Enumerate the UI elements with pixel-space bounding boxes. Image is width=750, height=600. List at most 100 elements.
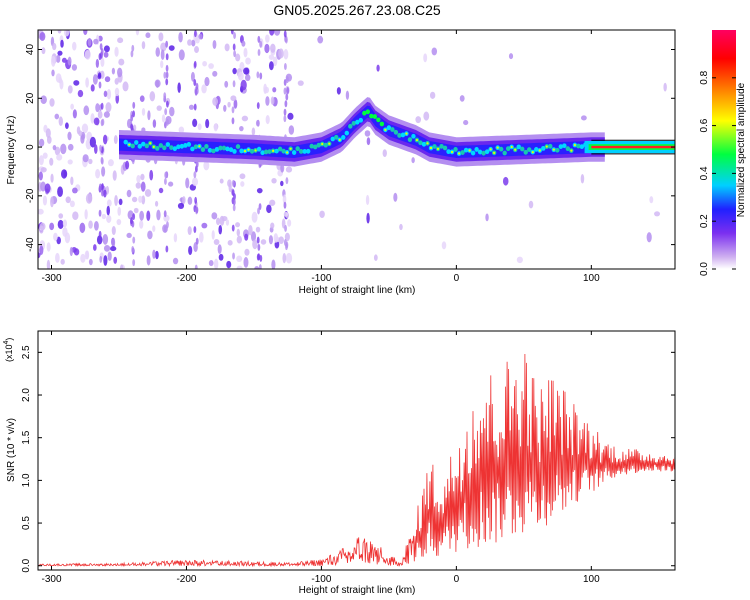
ridge-cell: [277, 146, 283, 152]
spectrogram-noise-cell: [67, 56, 72, 66]
snr-y-tick-label: 1.0: [21, 473, 32, 487]
ridge-cell: [421, 141, 427, 147]
spectrogram-noise-cell: [41, 47, 46, 55]
spectrogram-noise-cell: [248, 225, 253, 236]
spectrogram-noise-cell: [111, 67, 116, 75]
colorbar-tick-label: 0.6: [699, 118, 710, 132]
spectrogram-noise-cell: [243, 67, 250, 75]
ridge-peak-cell: [328, 142, 331, 145]
ridge-cell: [207, 147, 213, 153]
snr-x-ticks: -300 -200 -100 0 100: [41, 331, 600, 585]
ridge-peak-cell: [570, 149, 573, 152]
spectrogram-noise-cell: [52, 144, 57, 151]
spectrogram-noise-cell: [67, 85, 73, 94]
spectrogram-noise-cell: [39, 245, 44, 255]
spectrogram-noise-cell: [649, 196, 654, 204]
spectrogram-streak-cell: [100, 102, 104, 110]
spectrogram-noise-cell: [114, 87, 120, 97]
ridge-cell: [411, 133, 416, 139]
spectrogram-noise-cell: [72, 187, 78, 194]
spectrogram-noise-cell: [103, 51, 109, 58]
spectrogram-noise-cell: [141, 195, 146, 205]
spectrogram-noise-cell: [235, 222, 241, 228]
ridge-tail-core: [591, 145, 675, 149]
snr-y-label: SNR (10 * v/v): [6, 418, 17, 482]
spectrogram-noise-cell: [382, 149, 387, 157]
ridge-cell: [565, 146, 571, 152]
ridge-cell: [228, 147, 234, 153]
spectrogram-noise-cell: [53, 232, 58, 241]
spectrogram-noise-cell: [93, 220, 99, 231]
spectrogram-noise-cell: [62, 219, 68, 228]
spectrogram-noise-cell: [663, 82, 667, 92]
ridge-peak-cell: [538, 149, 541, 152]
spectrogram-noise-cell: [187, 226, 192, 236]
spectrogram-noise-cell: [139, 220, 144, 229]
spectrogram-noise-cell: [185, 177, 190, 189]
spectrogram-noise-cell: [117, 67, 123, 78]
spectrogram-noise-cell: [56, 236, 61, 245]
spectrogram-noise-cell: [54, 113, 60, 120]
ridge-cell: [341, 135, 346, 140]
spectrogram-streak-cell: [165, 71, 169, 79]
spectrogram-noise-cell: [270, 96, 275, 105]
spectrogram-noise-cell: [211, 212, 218, 220]
ridge-cell: [214, 146, 220, 152]
spectrogram-noise-cell: [201, 222, 208, 229]
spectrogram-noise-cell: [236, 228, 240, 237]
ridge-cell: [548, 143, 553, 149]
spectrogram-streak-cell: [130, 217, 133, 225]
spectrogram-noise-cell: [146, 255, 151, 266]
spectrogram-streak-cell: [231, 179, 235, 187]
spectrogram-noise-cell: [235, 53, 241, 62]
spectrogram-y-tick-label: -40: [25, 237, 36, 252]
spectrogram-x-tick-label: -200: [176, 273, 196, 284]
snr-x-tick-label: 0: [454, 574, 460, 585]
spectrogram-noise-cell: [376, 64, 380, 72]
ridge-cell: [263, 149, 269, 155]
spectrogram-noise-cell: [56, 154, 63, 161]
ridge-cell: [463, 147, 469, 153]
ridge-cell: [221, 145, 227, 151]
spectrogram-noise-cell: [93, 117, 100, 126]
spectrogram-noise-cell: [46, 242, 51, 252]
spectrogram-noise-cell: [399, 223, 403, 231]
spectrogram-noise-cell: [55, 73, 62, 83]
spectrogram-noise-cell: [485, 213, 489, 222]
spectrogram-noise-cell: [216, 217, 221, 226]
spectrogram-streak-cell: [98, 183, 102, 191]
spectrogram-noise-cell: [191, 177, 199, 186]
spectrogram-noise-cell: [95, 58, 100, 68]
spectrogram-streak-cell: [259, 40, 263, 48]
spectrogram-noise-cell: [204, 76, 210, 87]
colorbar-tick-label: 0.2: [699, 214, 710, 228]
ridge-cell: [313, 144, 318, 150]
ridge-peak-cell: [271, 149, 275, 152]
ridge-cell: [376, 117, 381, 123]
spectrogram-noise-cell: [38, 138, 45, 147]
ridge-cell: [211, 148, 216, 154]
spectrogram-streak-cell: [284, 36, 288, 44]
spectrogram-noise-cell: [193, 241, 198, 253]
spectrogram-noise-cell: [152, 249, 156, 259]
spectrogram-noise-cell: [119, 264, 124, 269]
ridge-cell: [393, 129, 399, 135]
spectrogram-noise-cell: [72, 109, 77, 119]
spectrogram-streak-cell: [99, 255, 103, 263]
spectrogram-noise-cell: [83, 105, 90, 116]
spectrogram-noise-cell: [251, 211, 258, 223]
spectrogram-noise-cell: [87, 37, 92, 47]
spectrogram-streak-cell: [163, 225, 167, 233]
spectrogram-noise-cell: [227, 101, 231, 108]
spectrogram-streak-cell: [163, 121, 167, 129]
spectrogram-noise-cell: [237, 71, 244, 81]
ridge-peak-cell: [254, 149, 257, 152]
spectrogram-noise-cell: [366, 212, 370, 224]
spectrogram-noise-cell: [127, 210, 134, 220]
spectrogram-noise-cell: [268, 235, 274, 245]
spectrogram-noise-cell: [236, 265, 243, 269]
spectrogram-noise-cell: [118, 198, 123, 206]
spectrogram-noise-cell: [139, 210, 145, 221]
ridge-peak-cell: [338, 138, 341, 141]
spectrogram-noise-cell: [67, 159, 73, 165]
